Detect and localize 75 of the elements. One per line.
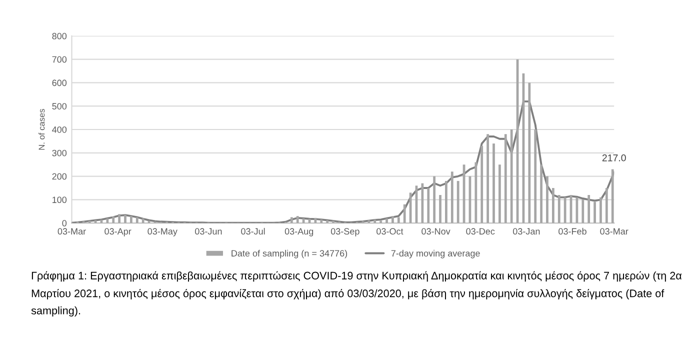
bar — [148, 220, 150, 224]
bar — [456, 180, 460, 224]
bar — [427, 188, 430, 224]
bar — [290, 217, 293, 224]
bar — [528, 82, 531, 224]
x-tick-label: 03-Jan — [512, 228, 540, 235]
bar — [486, 134, 489, 224]
bar — [510, 130, 513, 224]
annotation: 217.0 — [602, 154, 626, 162]
y-axis-title: N. of cases — [38, 108, 45, 150]
y-tick-label: 0 — [62, 220, 67, 226]
y-tick-label: 500 — [52, 103, 67, 110]
bar — [368, 220, 370, 224]
bar — [296, 216, 299, 224]
x-tick-label: 03-Feb — [558, 228, 586, 235]
bar — [326, 220, 329, 224]
x-tick-label: 03-Aug — [284, 228, 314, 236]
x-tick-label: 03-Mar — [58, 228, 86, 235]
bar — [332, 220, 334, 224]
bar — [320, 220, 323, 224]
bar — [392, 216, 394, 224]
bar — [600, 197, 602, 224]
bar — [582, 200, 584, 224]
legend-label: 7-day moving average — [391, 250, 480, 258]
x-tick-label: 03-Dec — [466, 228, 495, 235]
bar — [403, 204, 406, 224]
bar — [611, 169, 614, 224]
y-tick-label: 600 — [52, 80, 67, 86]
x-tick-label: 03-Jun — [195, 228, 222, 235]
bar — [380, 220, 382, 224]
y-tick-label: 100 — [52, 196, 67, 204]
bar — [492, 144, 495, 224]
bar — [450, 172, 454, 224]
bar — [124, 214, 126, 224]
bar — [588, 194, 590, 224]
text: Γράφημα 1: Εργαστηριακά επιβεβαιωμένες περιπτώσεις COVID-19 στην Κυπριακή Δημοκρατία και κινητός μέσος όρος 7 ημερών (τη 2α Μαρτίου 2021, ο κινητός μέσος όρος εμφανίζεται στο σχήμα) από 03/03/2020, με βάση την ημερομηνία συλλογής δείγματος (Date of sampling). — [31, 271, 682, 317]
x-tick-label: 03-Nov — [422, 228, 450, 235]
bar — [552, 188, 554, 224]
y-tick-label: 400 — [52, 126, 67, 133]
y-tick-label: 800 — [52, 32, 67, 40]
bar — [540, 164, 542, 224]
bar — [605, 188, 608, 224]
bar — [142, 218, 144, 224]
bar — [558, 194, 560, 224]
bar — [106, 218, 109, 224]
bar — [474, 162, 478, 224]
x-tick-label: 03-Mar — [600, 228, 628, 235]
x-tick-label: 03-May — [148, 228, 178, 236]
bar — [445, 180, 448, 224]
x-tick-label: 03-Jul — [241, 228, 265, 235]
bar — [118, 214, 120, 224]
bar — [534, 130, 537, 224]
y-tick-label: 700 — [52, 56, 67, 63]
legend-label: Date of sampling (n = 34776) — [232, 250, 348, 258]
x-tick-label: 03-Apr — [104, 228, 132, 236]
bar — [386, 218, 388, 224]
y-tick-label: 200 — [52, 173, 67, 180]
x-tick-label: 03-Sep — [330, 228, 360, 236]
bar — [88, 220, 91, 224]
bar — [433, 176, 436, 224]
y-tick-label: 300 — [52, 150, 67, 156]
bar — [480, 146, 484, 224]
bar — [504, 134, 507, 224]
bar — [374, 220, 376, 224]
bar — [421, 183, 424, 224]
bar — [498, 164, 501, 224]
bar — [546, 176, 548, 224]
bar — [439, 194, 442, 224]
x-tick-label: 03-Oct — [376, 228, 404, 235]
bar — [130, 216, 132, 224]
bar — [564, 197, 566, 224]
bar — [112, 216, 115, 224]
bar — [136, 217, 138, 224]
bar — [397, 217, 400, 224]
bar — [594, 202, 596, 224]
